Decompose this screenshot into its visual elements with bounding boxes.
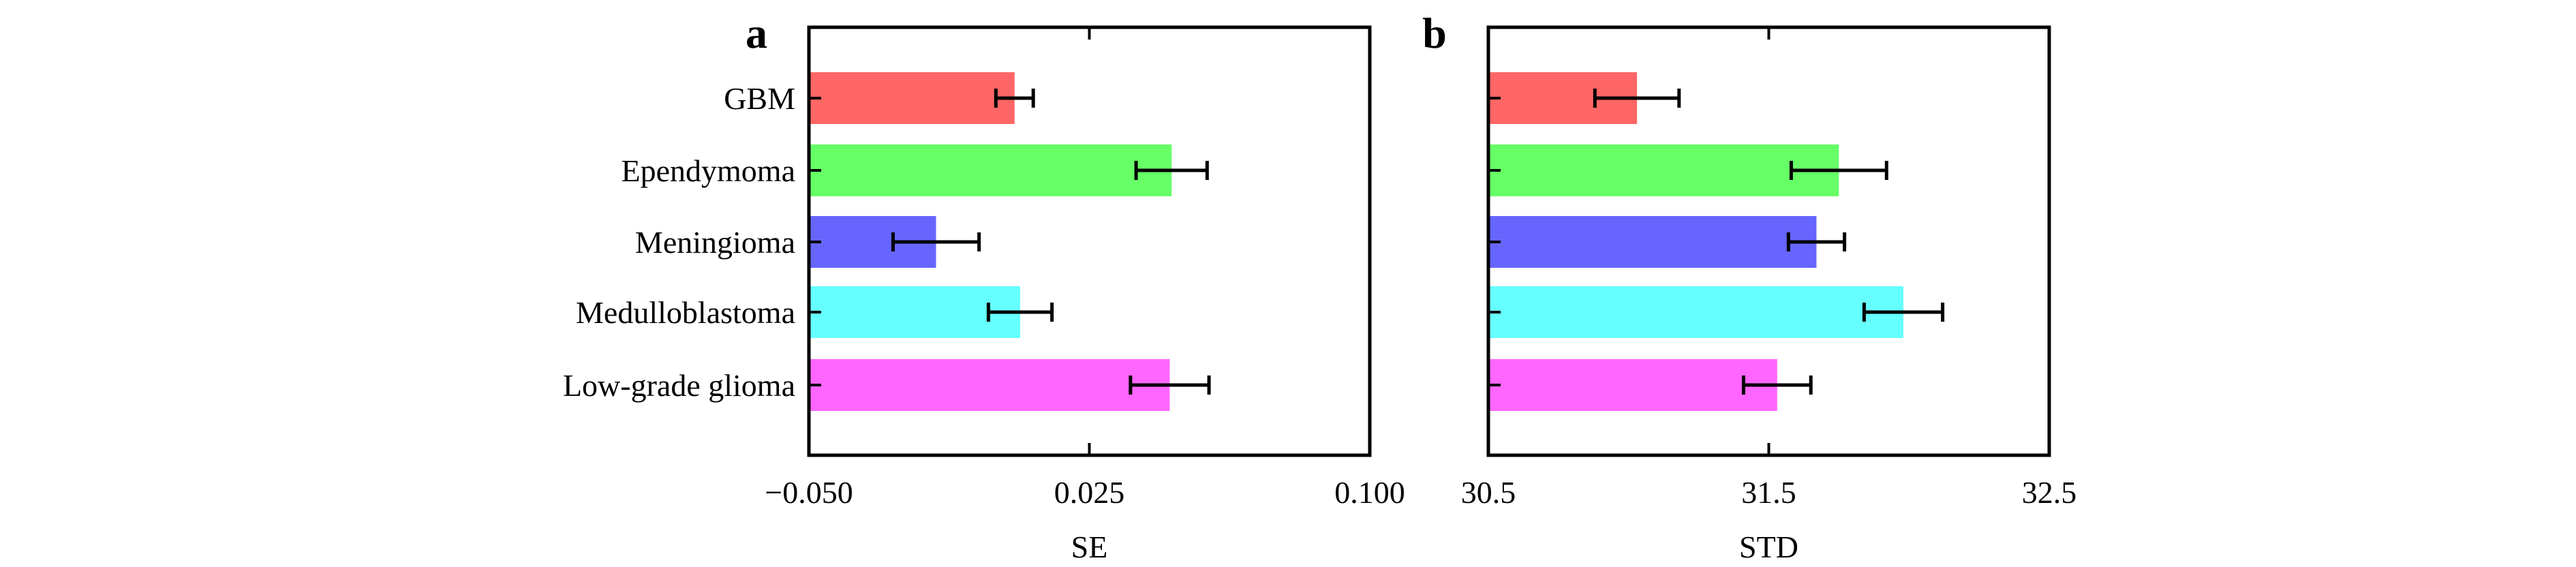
- bar-low-grade-glioma: [809, 359, 1170, 411]
- error-bar: [1862, 303, 1945, 322]
- panel-a: −0.050 0.025 0.100 GBM Ependymoma Meningioma M…: [563, 9, 1405, 564]
- x-tick-label: 0.100: [1334, 475, 1405, 510]
- error-bar: [986, 303, 1054, 322]
- error-bar: [1134, 161, 1209, 180]
- bar-medulloblastoma: [1488, 286, 1904, 338]
- x-axis-title: STD: [1739, 530, 1798, 564]
- bar-meningioma: [1488, 216, 1817, 268]
- error-bar: [891, 232, 981, 251]
- category-label: Low-grade glioma: [563, 368, 795, 403]
- category-label: Meningioma: [635, 225, 795, 260]
- error-bar: [1789, 161, 1888, 180]
- panel-label: b: [1422, 9, 1447, 57]
- panel-label: a: [746, 9, 767, 57]
- x-tick-label: 0.025: [1054, 475, 1125, 510]
- error-bar: [1741, 376, 1813, 395]
- category-label: Ependymoma: [622, 153, 796, 188]
- bar-medulloblastoma: [809, 286, 1020, 338]
- x-axis-title: SE: [1071, 530, 1108, 564]
- category-label: Medulloblastoma: [576, 295, 795, 330]
- x-tick-label: −0.050: [765, 475, 853, 510]
- error-bar: [1129, 376, 1211, 395]
- panel-b: 30.5 31.5 32.5 STD b: [1422, 9, 2076, 564]
- x-tick-label: 32.5: [2022, 475, 2077, 510]
- bar-low-grade-glioma: [1488, 359, 1777, 411]
- bar-ependymoma: [809, 144, 1172, 196]
- category-label: GBM: [724, 81, 795, 116]
- bar-ependymoma: [1488, 144, 1839, 196]
- error-bar: [1786, 232, 1847, 251]
- x-tick-label: 30.5: [1461, 475, 1516, 510]
- error-bar: [1593, 89, 1681, 108]
- bar-gbm: [809, 72, 1015, 124]
- error-bar: [994, 89, 1035, 108]
- x-tick-label: 31.5: [1741, 475, 1796, 510]
